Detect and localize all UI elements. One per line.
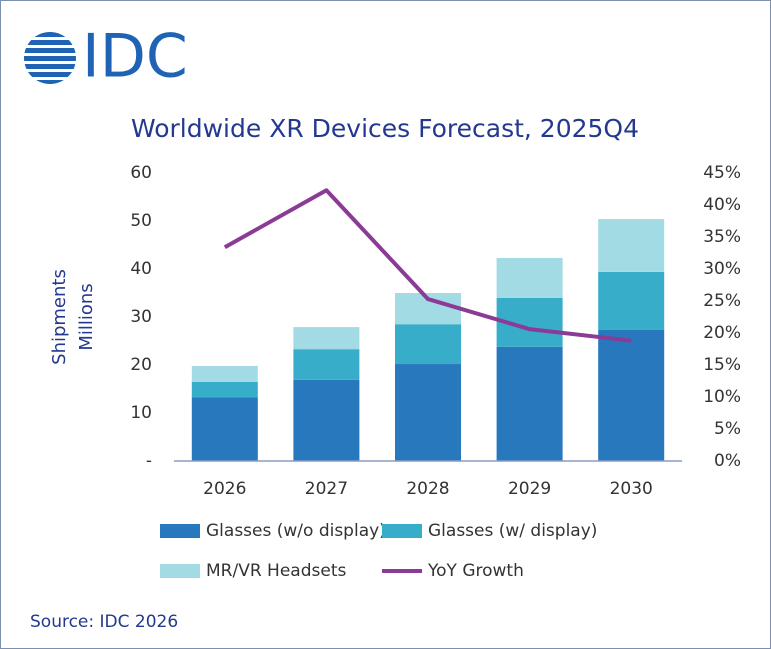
y2-tick-label: 35% (703, 227, 741, 247)
bar (395, 364, 461, 461)
y-tick-label: 50 (130, 211, 152, 231)
x-tick-label: 2026 (203, 479, 246, 499)
bar (496, 346, 563, 461)
y-tick-label: - (146, 451, 152, 471)
bar (293, 379, 360, 461)
y2-tick-label: 30% (703, 259, 741, 279)
bar (598, 219, 665, 272)
line (223, 188, 632, 343)
y-axis-label: Millions (76, 283, 97, 350)
bar (191, 397, 258, 461)
y-tick-label: 10 (130, 403, 152, 423)
bar (496, 257, 563, 298)
chart-title: Worldwide XR Devices Forecast, 2025Q4 (131, 114, 639, 143)
y2-tick-label: 15% (703, 355, 741, 375)
x-tick-label: 2027 (305, 479, 348, 499)
bar (293, 327, 360, 350)
y2-tick-label: 25% (703, 291, 741, 311)
bar (191, 365, 258, 382)
x-tick-label: 2030 (610, 479, 653, 499)
y-tick-label: 40 (130, 259, 152, 279)
legend-label: MR/VR Headsets (206, 561, 346, 581)
y2-tick-label: 45% (703, 163, 741, 183)
y-tick-label: 20 (130, 355, 152, 375)
y-axis-label: Shipments (49, 269, 70, 365)
y-tick-label: 60 (130, 163, 152, 183)
bar (598, 329, 665, 461)
legend-label: YoY Growth (427, 561, 524, 581)
bar (293, 349, 360, 380)
y2-tick-label: 40% (703, 195, 741, 215)
legend-swatch (382, 524, 422, 538)
y2-tick-label: 10% (703, 387, 741, 407)
bar (598, 271, 665, 330)
bar (395, 324, 461, 365)
logo-globe (24, 32, 76, 84)
legend-label: Glasses (w/ display) (428, 521, 597, 541)
bar (191, 381, 258, 398)
y2-tick-label: 0% (714, 451, 741, 471)
y2-tick-label: 20% (703, 323, 741, 343)
x-tick-label: 2029 (508, 479, 551, 499)
source: Source: IDC 2026 (30, 612, 178, 632)
y2-tick-label: 5% (714, 419, 741, 439)
legend-swatch (160, 564, 200, 578)
y-tick-label: 30 (130, 307, 152, 327)
legend-label: Glasses (w/o display) (206, 521, 386, 541)
logo-text: IDC (82, 22, 188, 92)
legend-swatch (160, 524, 200, 538)
x-tick-label: 2028 (406, 479, 449, 499)
